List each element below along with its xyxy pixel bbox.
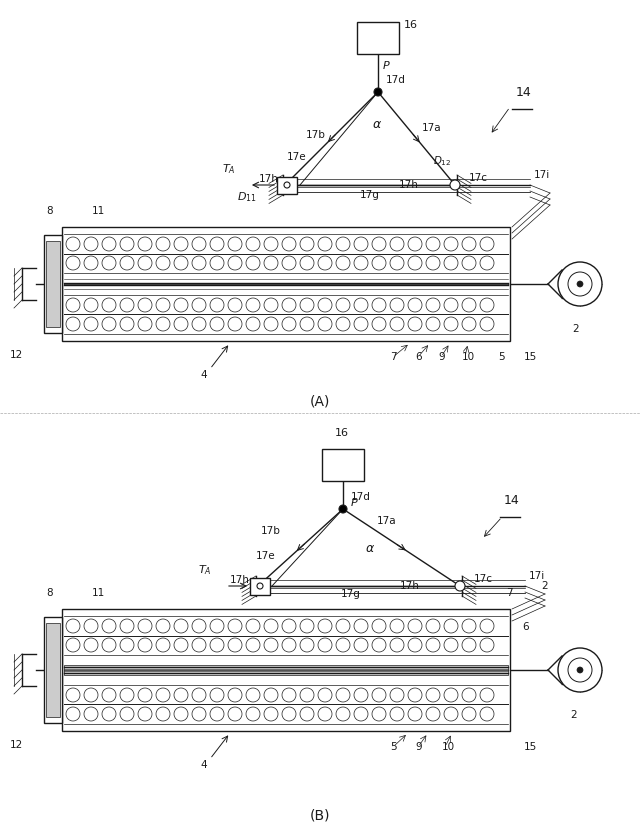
Bar <box>357 23 399 55</box>
Circle shape <box>257 583 263 590</box>
Circle shape <box>568 658 592 682</box>
Text: 10: 10 <box>442 741 455 751</box>
Text: 17b: 17b <box>261 525 281 535</box>
Text: 17a: 17a <box>422 123 442 133</box>
Text: 16: 16 <box>335 428 349 437</box>
Text: 17d: 17d <box>386 75 406 85</box>
Text: P: P <box>351 497 358 508</box>
Bar <box>64 284 508 285</box>
Text: 2: 2 <box>541 581 548 590</box>
Text: $\alpha$: $\alpha$ <box>372 118 382 131</box>
Text: 2: 2 <box>572 323 579 333</box>
Text: 15: 15 <box>524 741 537 751</box>
Circle shape <box>280 181 290 191</box>
Text: 17h: 17h <box>399 179 419 189</box>
Text: 17a: 17a <box>377 515 397 525</box>
Text: 17g: 17g <box>360 189 380 200</box>
Text: 17d: 17d <box>351 491 371 501</box>
Text: 11: 11 <box>92 587 105 597</box>
Text: 17i: 17i <box>534 170 550 179</box>
Text: 17i: 17i <box>529 571 545 581</box>
Bar <box>64 665 508 675</box>
Circle shape <box>455 581 465 591</box>
Text: 8: 8 <box>46 206 52 216</box>
Bar <box>46 624 60 717</box>
Text: $T_A$: $T_A$ <box>198 562 212 576</box>
Circle shape <box>577 667 583 673</box>
Text: 6: 6 <box>415 351 422 361</box>
Text: 17c: 17c <box>474 573 493 583</box>
Text: (A): (A) <box>310 394 330 409</box>
Circle shape <box>339 505 347 514</box>
Circle shape <box>577 282 583 288</box>
Text: 14: 14 <box>516 86 532 99</box>
Bar <box>250 578 270 595</box>
Text: 6: 6 <box>522 621 529 631</box>
Bar <box>322 449 364 481</box>
Text: 17h: 17h <box>400 581 420 590</box>
Bar <box>62 609 510 731</box>
Text: 12: 12 <box>10 350 23 360</box>
Text: $D_{12}$: $D_{12}$ <box>433 154 451 168</box>
Bar <box>46 241 60 327</box>
Text: 9: 9 <box>438 351 445 361</box>
Text: 11: 11 <box>92 206 105 216</box>
Text: 2: 2 <box>570 709 577 719</box>
Text: 7: 7 <box>506 587 513 597</box>
Text: 10: 10 <box>462 351 475 361</box>
Text: $D_{11}$: $D_{11}$ <box>237 189 257 203</box>
Text: 17c: 17c <box>469 173 488 183</box>
Bar <box>62 227 510 342</box>
Text: 17g: 17g <box>341 588 361 598</box>
Text: 17h: 17h <box>230 574 250 585</box>
Text: $T_A$: $T_A$ <box>222 162 236 175</box>
Circle shape <box>558 648 602 692</box>
Bar <box>44 617 62 723</box>
Text: 5: 5 <box>390 741 397 751</box>
Text: (B): (B) <box>310 808 330 822</box>
Text: 17e: 17e <box>256 550 276 561</box>
Circle shape <box>374 88 382 97</box>
Circle shape <box>568 273 592 297</box>
Circle shape <box>450 181 460 191</box>
Text: P: P <box>383 61 390 71</box>
Circle shape <box>253 581 263 591</box>
Text: 14: 14 <box>504 494 520 506</box>
Text: 17b: 17b <box>306 130 326 140</box>
Bar <box>277 178 297 195</box>
Text: 5: 5 <box>498 351 504 361</box>
Circle shape <box>558 263 602 307</box>
Text: 8: 8 <box>46 587 52 597</box>
Text: 12: 12 <box>10 739 23 749</box>
Text: 16: 16 <box>404 20 418 30</box>
Text: $\alpha$: $\alpha$ <box>365 542 375 554</box>
Text: 15: 15 <box>524 351 537 361</box>
Text: 4: 4 <box>200 759 207 769</box>
Bar <box>44 236 62 333</box>
Text: 4: 4 <box>200 370 207 380</box>
Text: 7: 7 <box>390 351 397 361</box>
Text: 17h: 17h <box>259 174 279 184</box>
Text: 17e: 17e <box>287 152 307 162</box>
Text: 9: 9 <box>415 741 422 751</box>
Circle shape <box>284 183 290 189</box>
